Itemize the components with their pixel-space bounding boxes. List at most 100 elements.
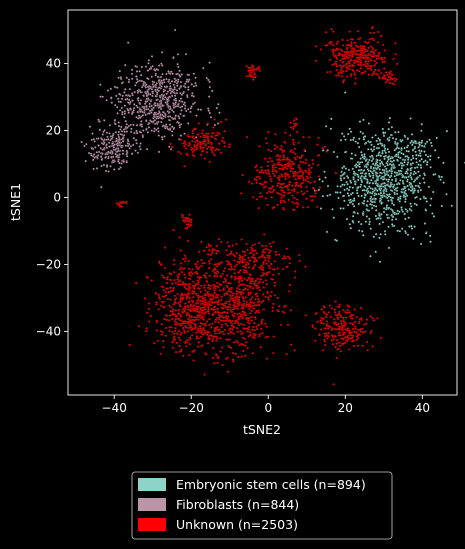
data-point (308, 170, 312, 174)
data-point (210, 326, 213, 329)
data-point (160, 85, 163, 88)
data-point (168, 82, 172, 85)
data-point (323, 145, 327, 149)
data-point (298, 253, 301, 257)
data-point (284, 131, 287, 135)
data-point (229, 265, 233, 268)
data-point (379, 154, 382, 158)
data-point (211, 339, 214, 343)
data-point (328, 325, 332, 329)
data-point (273, 284, 276, 287)
data-point (371, 25, 374, 29)
data-point (126, 138, 130, 141)
data-point (177, 308, 181, 312)
data-point (150, 108, 154, 111)
data-point (198, 277, 201, 280)
data-point (243, 250, 246, 254)
data-point (154, 83, 157, 87)
data-point (323, 170, 326, 173)
data-point (385, 167, 388, 171)
data-point (296, 171, 299, 175)
data-point (264, 180, 268, 184)
data-point (245, 74, 248, 78)
data-point (250, 251, 253, 254)
data-point (267, 172, 271, 176)
data-point (208, 111, 212, 115)
data-point (179, 333, 182, 336)
data-point (200, 150, 204, 153)
data-point (348, 201, 352, 204)
data-point (327, 311, 330, 314)
data-point (208, 262, 211, 265)
data-point (338, 328, 341, 331)
data-point (182, 326, 185, 330)
data-point (270, 179, 273, 183)
data-point (368, 175, 372, 178)
data-point (356, 191, 359, 195)
data-point (428, 138, 431, 142)
data-point (125, 130, 129, 133)
data-point (160, 333, 164, 336)
data-point (424, 153, 428, 157)
data-point (169, 286, 172, 289)
data-point (364, 64, 368, 68)
data-point (371, 55, 375, 58)
data-point (155, 98, 158, 102)
data-point (265, 272, 269, 276)
data-point (118, 138, 122, 141)
data-point (157, 308, 160, 311)
data-point (174, 326, 177, 330)
data-point (382, 210, 386, 214)
data-point (359, 306, 363, 310)
data-point (294, 152, 297, 156)
data-point (258, 303, 261, 307)
data-point (186, 330, 190, 333)
data-point (262, 233, 266, 236)
data-point (192, 319, 196, 322)
data-point (376, 317, 379, 320)
data-point (204, 144, 207, 147)
data-point (316, 163, 320, 167)
data-point (167, 78, 171, 81)
data-point (353, 172, 357, 175)
data-point (213, 153, 216, 156)
data-point (228, 253, 232, 256)
data-point (211, 247, 214, 251)
data-point (194, 76, 197, 79)
data-point (188, 342, 192, 346)
data-point (232, 325, 236, 329)
data-point (174, 350, 178, 354)
data-point (354, 153, 357, 157)
data-point (235, 251, 238, 255)
data-point (188, 282, 191, 286)
data-point (193, 148, 196, 152)
data-point (381, 58, 384, 61)
data-point (202, 146, 206, 149)
data-point (385, 204, 389, 207)
data-point (356, 29, 360, 33)
data-point (357, 145, 361, 149)
data-point (179, 80, 183, 84)
data-point (177, 280, 180, 283)
data-point (403, 212, 407, 216)
data-point (188, 319, 192, 322)
data-point (356, 141, 360, 145)
data-point (330, 339, 334, 342)
data-point (368, 38, 372, 41)
data-point (204, 293, 208, 297)
data-point (369, 315, 372, 318)
data-point (166, 100, 169, 103)
data-point (296, 202, 300, 206)
data-point (274, 166, 278, 169)
data-point (416, 189, 420, 192)
data-point (138, 145, 141, 148)
data-point (150, 104, 153, 108)
data-point (172, 228, 175, 232)
data-point (305, 185, 308, 189)
data-point (244, 254, 247, 257)
data-point (349, 59, 353, 62)
data-point (337, 334, 340, 337)
data-point (126, 144, 130, 148)
data-point (400, 208, 403, 211)
data-point (128, 147, 131, 150)
